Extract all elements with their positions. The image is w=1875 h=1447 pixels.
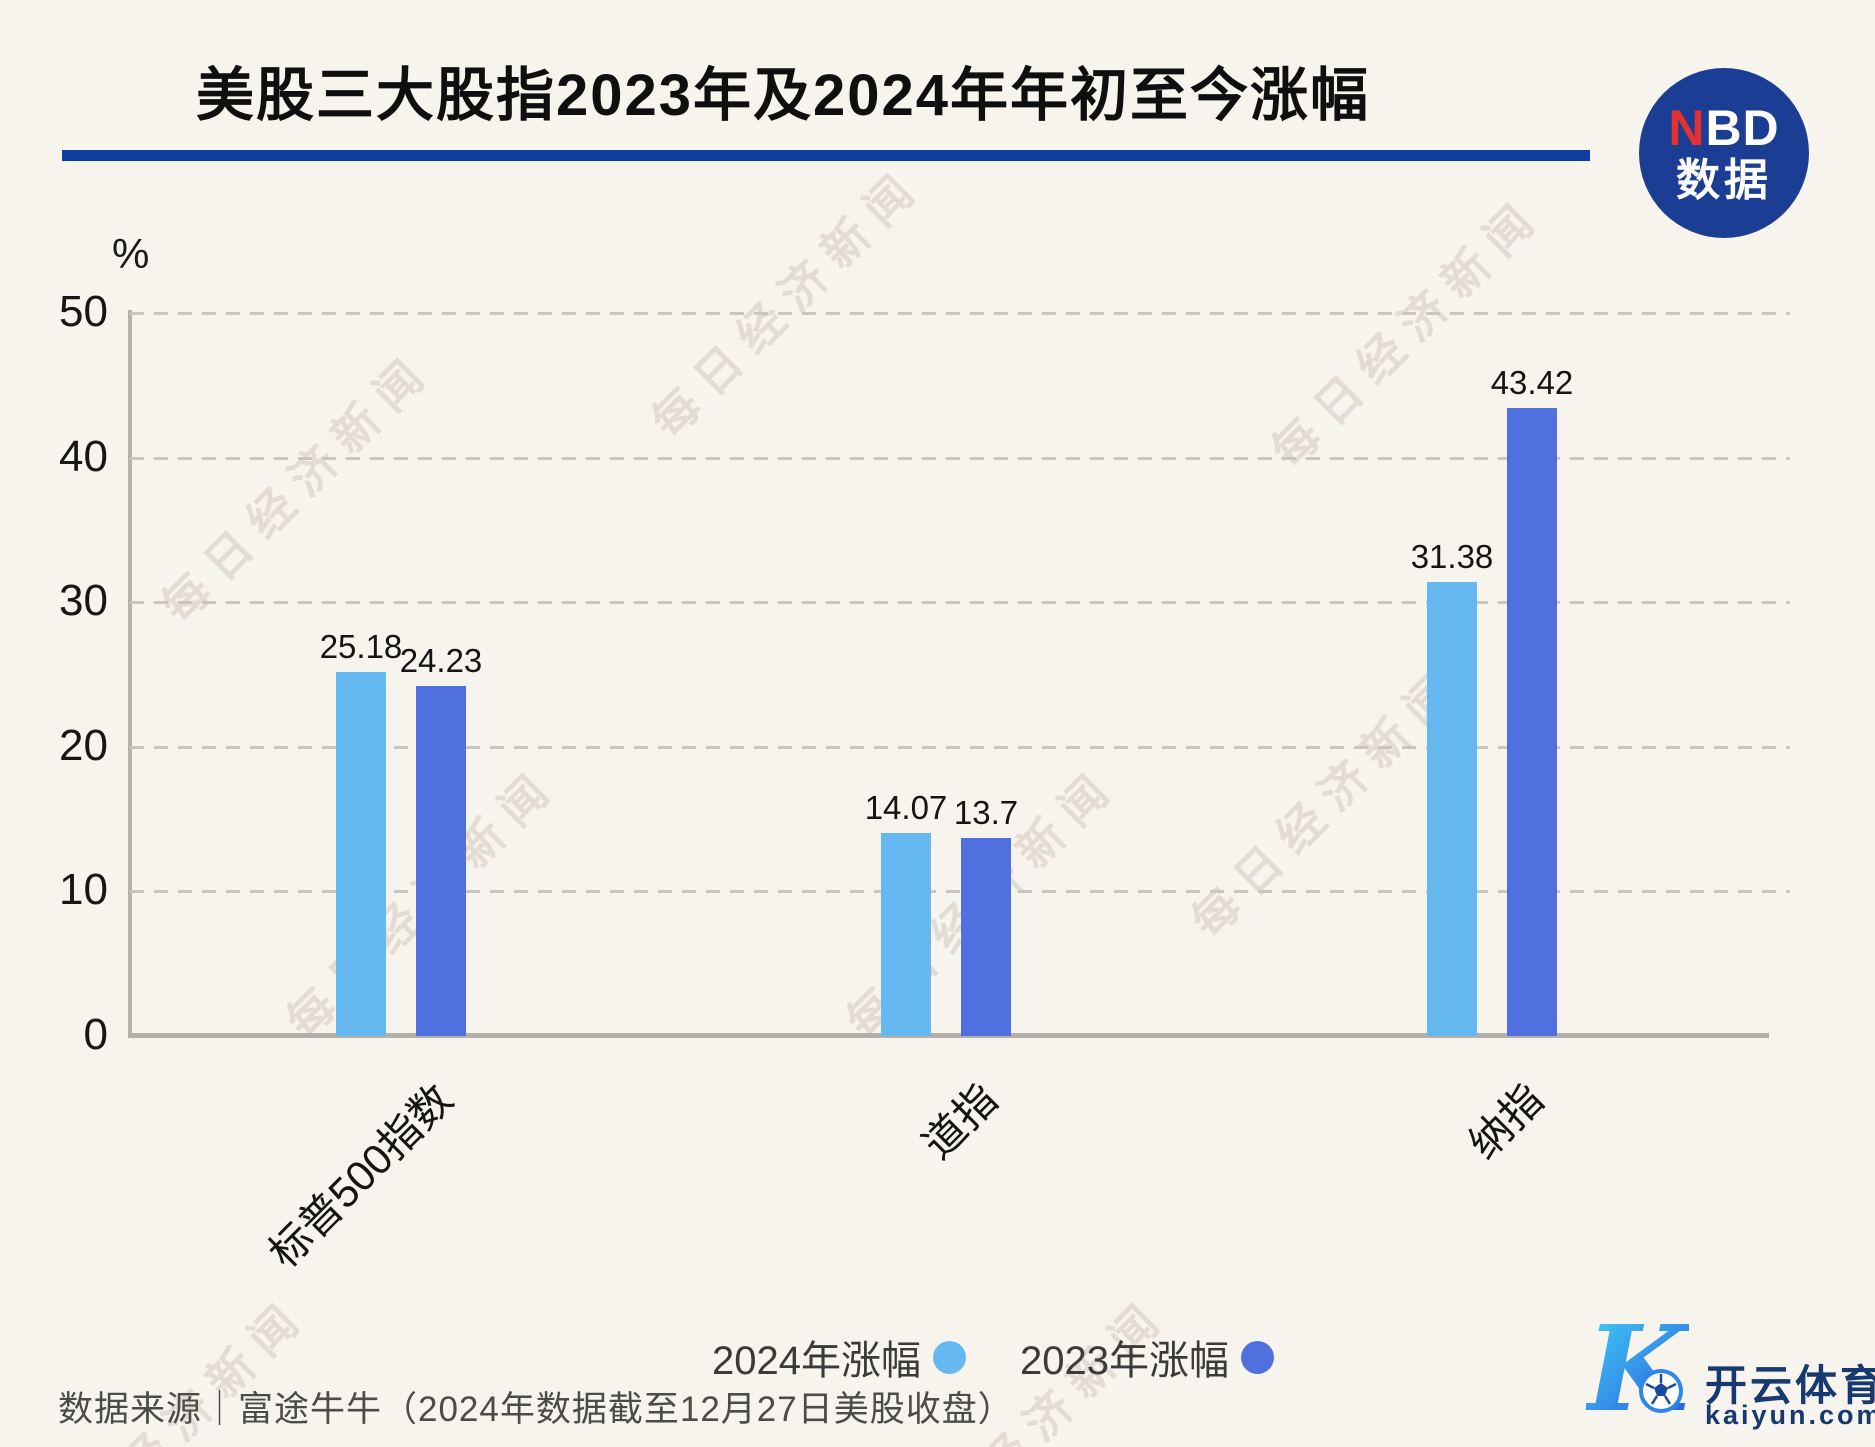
legend-label: 2024年涨幅 [712,1339,921,1383]
y-tick-20: 20 [59,720,108,770]
gridline-10 [130,890,1790,894]
y-tick-50: 50 [59,287,108,336]
bar-value-label: 14.07 [864,789,948,826]
bar-2024年涨幅-纳指 [1427,582,1477,1036]
gridline-40 [130,456,1790,460]
y-tick-10: 10 [59,865,108,915]
bar-value-label: 13.7 [953,794,1019,831]
y-tick-30: 30 [59,576,108,626]
x-category-label: 标普500指数 [259,1075,462,1277]
bar-value-label: 24.23 [399,642,483,679]
legend-item: 2024年涨幅 [712,1328,966,1386]
gridline-30 [130,601,1790,605]
bar-2024年涨幅-标普500指数 [336,672,386,1036]
nbd-logo-sub: 数据 [1676,156,1772,206]
bar-value-label: 31.38 [1410,538,1494,575]
gridline-20 [130,745,1790,749]
bar-2023年涨幅-标普500指数 [416,686,466,1036]
x-category-label: 纳指 [1459,1075,1553,1168]
x-category-label: 道指 [913,1075,1007,1168]
nbd-logo-bd: BD [1705,100,1780,157]
legend-color-dot [1240,1340,1274,1374]
bar-2024年涨幅-道指 [881,833,931,1036]
soccer-ball-icon [1639,1369,1683,1413]
x-axis-line [128,1033,1769,1038]
title-underline [62,150,1590,161]
legend: 2024年涨幅 2023年涨幅 [712,1328,1274,1386]
nbd-logo: NBD 数据 [1639,68,1809,238]
bar-2023年涨幅-道指 [961,838,1011,1036]
y-axis-unit-label: % [112,230,150,277]
data-source-note: 数据来源｜富途牛牛（2024年数据截至12月27日美股收盘） [58,1390,1014,1429]
kaiyun-domain: kaiyun.com [1705,1400,1875,1430]
legend-color-dot [932,1340,966,1374]
bar-value-label: 43.42 [1490,364,1574,401]
gridline-50 [130,312,1790,315]
bar-2023年涨幅-纳指 [1507,408,1557,1036]
nbd-logo-text: NBD [1668,100,1779,156]
bar-value-label: 25.18 [319,628,403,665]
legend-item: 2023年涨幅 [1020,1328,1274,1386]
nbd-logo-n: N [1668,100,1706,157]
legend-label: 2023年涨幅 [1019,1339,1229,1383]
kaiyun-brand-name: 开云体育 [1705,1362,1875,1409]
kaiyun-logo: K 开云体育 kaiyun.com [1586,1310,1875,1442]
y-tick-40: 40 [59,431,108,481]
page-title: 美股三大股指2023年及2024年年初至今涨幅 [196,63,1371,128]
y-axis-line [128,310,132,1036]
y-tick-0: 0 [83,1010,108,1059]
